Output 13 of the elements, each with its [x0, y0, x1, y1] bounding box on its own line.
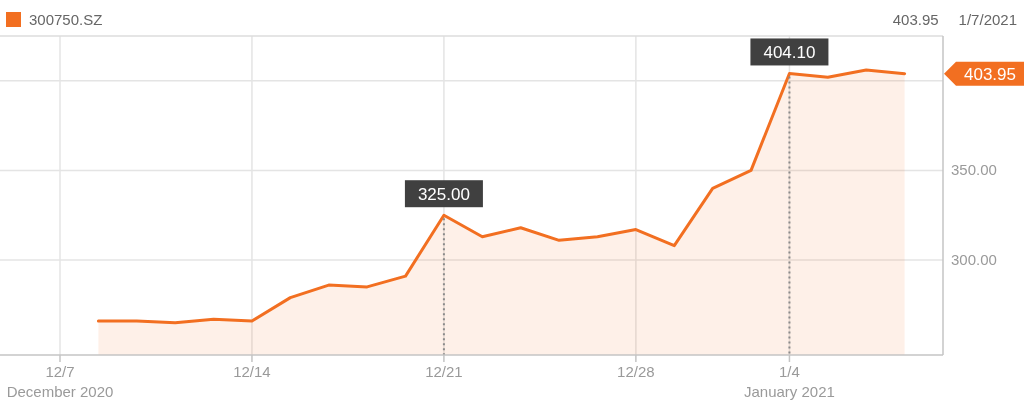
data-label: 325.00 — [417, 185, 470, 205]
text: 1/7/2021 — [958, 11, 1017, 28]
y-tick-label: 350.00 — [951, 161, 997, 179]
y-tick-label: 300.00 — [951, 251, 997, 269]
data-label: 404.10 — [763, 43, 816, 63]
legend-label: 300750.SZ — [29, 11, 103, 28]
text: 403.95 — [892, 11, 939, 28]
x-tick-label: 12/7 December 2020 — [6, 363, 114, 400]
x-tick-label: 12/14 — [233, 363, 271, 380]
x-tick-label: 12/28 — [617, 363, 655, 380]
x-tick-label: 12/21 — [425, 363, 463, 380]
text: 403.95 — [964, 64, 1016, 84]
x-tick-label: 1/4 January 2021 — [743, 363, 835, 400]
